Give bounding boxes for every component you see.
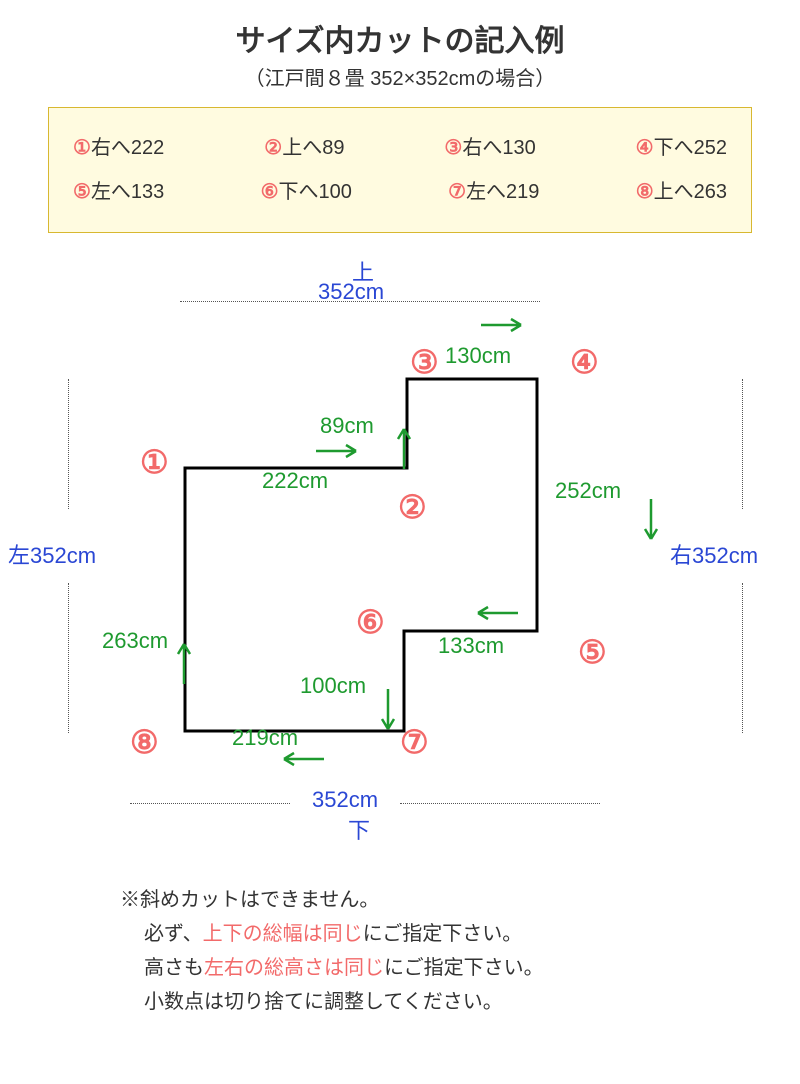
node-n2: ② xyxy=(398,488,427,526)
page-title: サイズ内カットの記入例 xyxy=(0,16,800,60)
step-num-3: ③ xyxy=(444,137,462,159)
footer-notes: ※斜めカットはできません。 必ず、上下の総幅は同じにご指定下さい。 高さも左右の… xyxy=(120,883,680,1019)
node-n6: ⑥ xyxy=(356,603,385,641)
node-n8: ⑧ xyxy=(130,723,159,761)
steps-row-1: ①右へ222 ②上へ89 ③右へ130 ④下へ252 xyxy=(73,126,727,170)
edge-label-e67: 100cm xyxy=(300,673,366,699)
arrow-e45-icon xyxy=(645,493,695,543)
edge-label-e45: 252cm xyxy=(555,478,621,504)
step-num-4: ④ xyxy=(636,137,654,159)
arrow-e23-icon xyxy=(398,423,448,473)
footer-line-3: 高さも左右の総高さは同じにご指定下さい。 xyxy=(120,951,680,985)
steps-row-2: ⑤左へ133 ⑥下へ100 ⑦左へ219 ⑧上へ263 xyxy=(73,170,727,214)
step-text-4: 下へ252 xyxy=(654,137,727,159)
steps-instruction-box: ①右へ222 ②上へ89 ③右へ130 ④下へ252 ⑤左へ133 ⑥下へ100… xyxy=(48,107,752,233)
node-n4: ④ xyxy=(570,343,599,381)
step-num-1: ① xyxy=(73,137,91,159)
arrow-e34-icon xyxy=(475,319,525,369)
footer-line-1: ※斜めカットはできません。 xyxy=(120,883,680,917)
step-text-7: 左へ219 xyxy=(466,181,539,203)
step-num-2: ② xyxy=(264,137,282,159)
step-text-3: 右へ130 xyxy=(462,137,535,159)
step-num-7: ⑦ xyxy=(448,181,466,203)
step-num-6: ⑥ xyxy=(261,181,279,203)
cut-diagram: 上352cm左352cm右352cm352cm下①②③④⑤⑥⑦⑧222cm89c… xyxy=(0,243,800,883)
edge-label-e23: 89cm xyxy=(320,413,374,439)
edge-label-e78: 219cm xyxy=(232,725,298,751)
footer-line-4: 小数点は切り捨てに調整してください。 xyxy=(120,985,680,1019)
arrow-e78-icon xyxy=(278,753,328,803)
step-num-5: ⑤ xyxy=(73,181,91,203)
step-text-1: 右へ222 xyxy=(91,137,164,159)
step-num-8: ⑧ xyxy=(636,181,654,203)
arrow-e81-icon xyxy=(178,638,228,688)
cut-shape-outline xyxy=(0,243,800,883)
step-text-5: 左へ133 xyxy=(91,181,164,203)
step-text-8: 上へ263 xyxy=(654,181,727,203)
footer-line-2: 必ず、上下の総幅は同じにご指定下さい。 xyxy=(120,917,680,951)
step-text-6: 下へ100 xyxy=(279,181,352,203)
node-n1: ① xyxy=(140,443,169,481)
step-text-2: 上へ89 xyxy=(282,137,344,159)
arrow-e67-icon xyxy=(382,683,432,733)
page-subtitle: （江戸間８畳 352×352cmの場合） xyxy=(0,62,800,91)
edge-label-e81: 263cm xyxy=(102,628,168,654)
arrow-e12-icon xyxy=(310,445,360,495)
node-n3: ③ xyxy=(410,343,439,381)
node-n5: ⑤ xyxy=(578,633,607,671)
arrow-e56-icon xyxy=(472,607,522,657)
